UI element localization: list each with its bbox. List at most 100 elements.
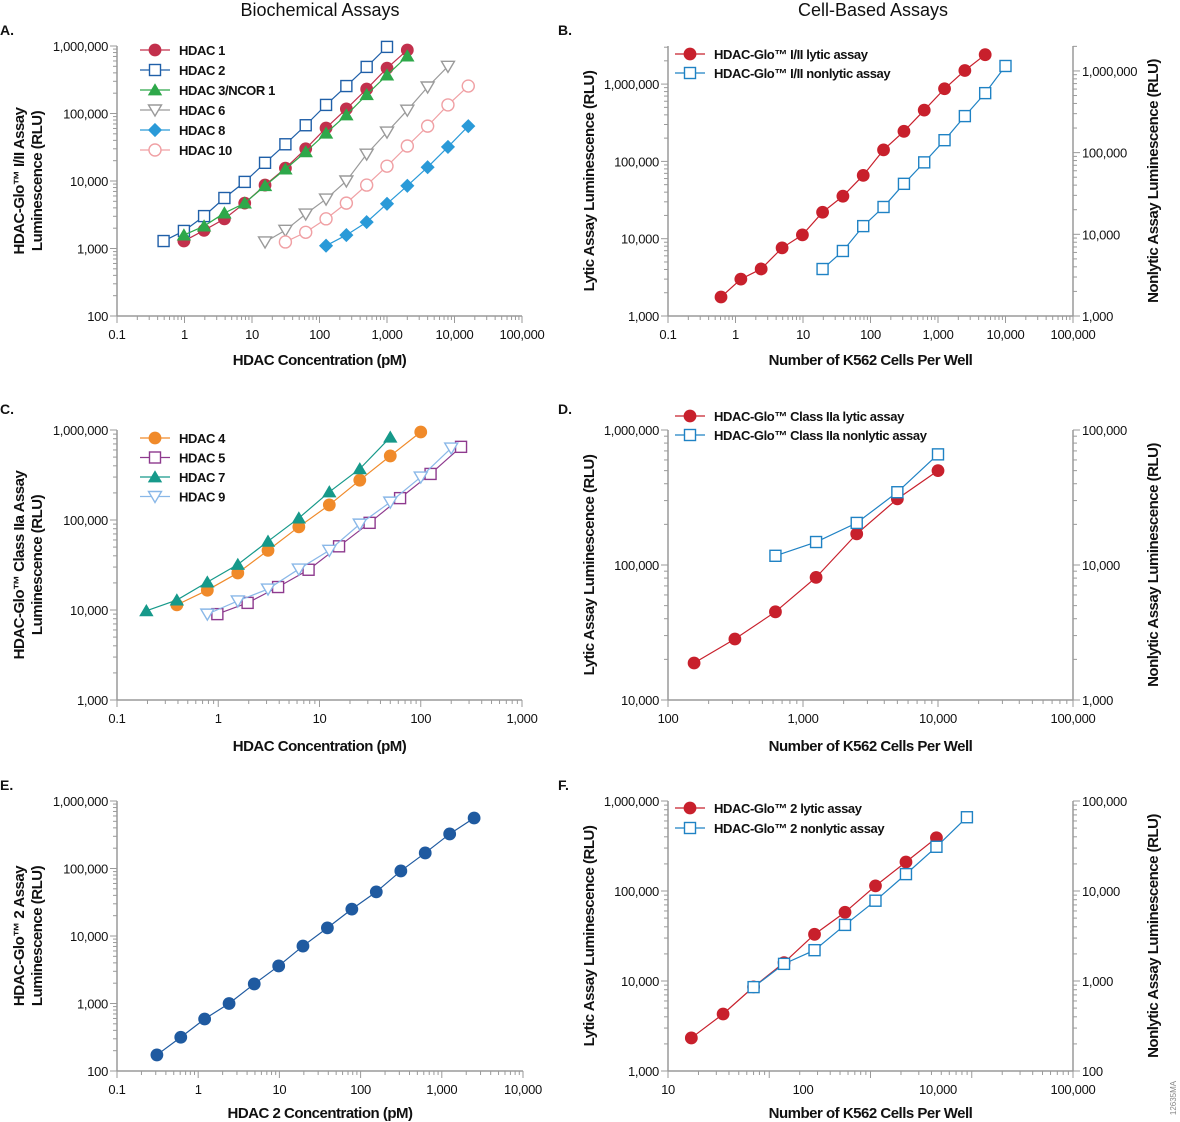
y-axis-title: HDAC-Glo™ Class IIa Assay [11, 470, 28, 660]
data-point [169, 593, 185, 606]
data-point [897, 124, 911, 138]
series-hdac-7 [139, 430, 398, 617]
legend-item: HDAC 5 [140, 451, 226, 466]
legend-item: HDAC 3/NCOR 1 [140, 83, 275, 98]
data-point [769, 605, 782, 619]
data-point [978, 48, 992, 62]
series-line [822, 65, 1006, 270]
panel-letter: B. [558, 22, 572, 38]
x-tick-label: 100 [309, 327, 330, 342]
y-tick-label: 1,000 [628, 1064, 659, 1079]
data-point [420, 119, 435, 133]
data-point [258, 156, 272, 170]
legend-label: HDAC-Glo™ 2 nonlytic assay [714, 821, 885, 836]
y-tick-label: 100,000 [63, 107, 108, 122]
data-point [440, 60, 456, 74]
y-tick-label: 1,000 [77, 997, 108, 1012]
data-point [838, 918, 852, 932]
chart-panel-b: B. 0.1 1 10 100 1,000 10,000 100,000 1,000 10,000… [558, 22, 1162, 369]
data-point [299, 225, 313, 239]
data-point [400, 178, 415, 193]
y2-tick-label: 1,000,000 [1082, 64, 1137, 79]
data-point [196, 219, 212, 232]
data-point [467, 811, 481, 825]
x-tick-label: 1,000 [787, 711, 818, 726]
legend-label: HDAC-Glo™ Class IIa nonlytic assay [714, 428, 928, 443]
y2-tick-label: 1,000 [1082, 693, 1113, 708]
x-tick-label: 10,000 [919, 1082, 957, 1097]
legend-label: HDAC-Glo™ Class IIa lytic assay [714, 409, 905, 424]
y-axis-title: Lytic Assay Luminescence (RLU) [581, 825, 598, 1046]
legend-item: HDAC 10 [140, 143, 232, 158]
series-hdac-glo-class-iia-lytic-assay [687, 464, 945, 670]
data-point [413, 471, 429, 485]
legend-label: HDAC 10 [179, 143, 232, 158]
data-point [999, 59, 1012, 73]
legend-item: HDAC 1 [140, 43, 226, 58]
data-point [352, 462, 367, 475]
legend-item: HDAC-Glo™ 2 lytic assay [675, 801, 863, 816]
x-tick-label: 0.1 [108, 711, 125, 726]
data-point [222, 997, 236, 1010]
data-point [237, 196, 252, 209]
x-tick-label: 10,000 [987, 327, 1025, 342]
data-point [359, 178, 374, 192]
data-point [322, 498, 336, 512]
data-point [322, 485, 337, 498]
data-point [358, 148, 375, 162]
y-axis-title: Luminescence (RLU) [29, 110, 46, 251]
x-axis-title: HDAC Concentration (pM) [233, 738, 407, 755]
data-point [899, 855, 913, 869]
legend-marker [683, 66, 697, 80]
x-tick-label: 100 [410, 711, 431, 726]
y2-axis-title: Nonlytic Assay Luminescence (RLU) [1145, 814, 1162, 1058]
data-point [857, 219, 870, 233]
data-point [260, 534, 276, 547]
data-point [899, 867, 913, 881]
data-point [318, 238, 334, 253]
data-point [379, 68, 395, 81]
data-point [320, 921, 334, 935]
data-point [687, 656, 701, 670]
y-tick-label: 10,000 [621, 693, 659, 708]
data-point [296, 939, 310, 953]
data-point [150, 1048, 164, 1062]
series-hdac-glo-i-ii-lytic-assay [714, 48, 992, 304]
y-tick-label: 10,000 [621, 974, 659, 989]
legend-marker [147, 490, 163, 504]
series-data [150, 811, 481, 1062]
chart-panel-a: A. 0.1 1 10 100 1,000 10,000 100,000 100 1,000 10,… [0, 22, 545, 369]
data-point [176, 228, 192, 241]
y2-tick-label: 10,000 [1082, 884, 1120, 899]
data-point [211, 607, 224, 621]
data-point [917, 103, 931, 117]
data-point [716, 1007, 730, 1021]
legend-marker [147, 122, 163, 138]
series-hdac-9 [199, 442, 459, 622]
series-hdac-8 [318, 119, 476, 253]
data-point [440, 139, 456, 154]
x-tick-label: 1 [195, 1082, 202, 1097]
legend-marker [683, 821, 697, 835]
series-hdac-3-ncor-1 [176, 49, 415, 241]
x-tick-label: 10 [272, 1082, 286, 1097]
data-point [321, 544, 338, 558]
y-tick-label: 100,000 [63, 862, 108, 877]
y-tick-label: 1,000 [77, 242, 108, 257]
data-point [297, 208, 314, 222]
data-point [338, 175, 355, 189]
data-point [257, 236, 273, 250]
series-hdac-6 [257, 60, 456, 250]
x-tick-label: 0.1 [108, 1082, 125, 1097]
x-tick-label: 1 [215, 711, 222, 726]
data-point [400, 49, 415, 62]
data-point [318, 193, 334, 207]
x-tick-label: 10 [796, 327, 810, 342]
y-tick-label: 100 [87, 1064, 108, 1079]
y-tick-label: 1,000 [628, 309, 659, 324]
header-biochemical: Biochemical Assays [240, 0, 399, 20]
data-point [383, 430, 398, 443]
y-tick-label: 100,000 [614, 558, 659, 573]
data-point [257, 178, 273, 192]
x-tick-label: 100 [350, 1082, 371, 1097]
